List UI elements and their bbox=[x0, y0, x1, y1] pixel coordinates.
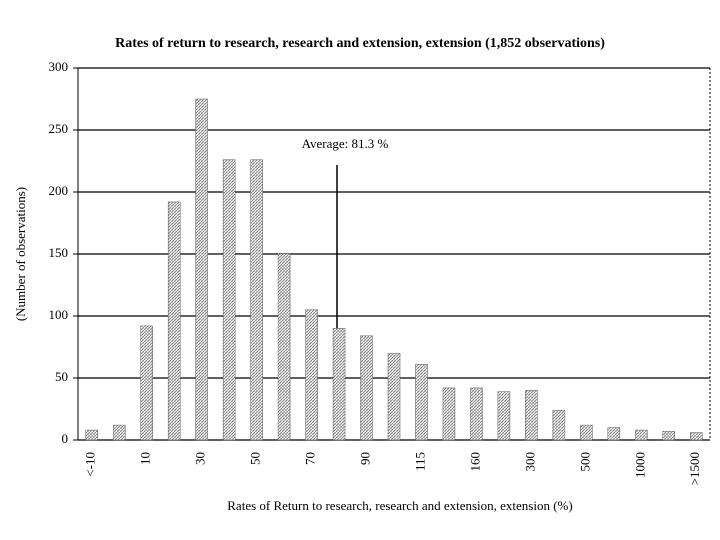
bar bbox=[690, 432, 703, 441]
annotation: Average: 81.3 % bbox=[302, 136, 389, 151]
x-tick-label: 1000 bbox=[632, 452, 647, 478]
x-tick-label: 10 bbox=[138, 452, 153, 465]
x-tick-label: 50 bbox=[248, 452, 263, 465]
chart-title: Rates of return to research, research an… bbox=[115, 36, 605, 51]
x-tick-label: 160 bbox=[467, 452, 482, 472]
bar bbox=[195, 98, 208, 441]
bar bbox=[112, 424, 126, 441]
bar bbox=[525, 390, 538, 441]
y-tick-label: 0 bbox=[62, 431, 69, 446]
x-tick-label: <-10 bbox=[83, 452, 98, 477]
bar bbox=[85, 429, 98, 441]
y-tick-label: 100 bbox=[49, 307, 69, 322]
y-tick-label: 200 bbox=[49, 183, 69, 198]
x-tick-label: 115 bbox=[412, 452, 427, 471]
bar bbox=[305, 309, 318, 441]
bar bbox=[470, 387, 483, 441]
x-tick-label: >1500 bbox=[687, 452, 702, 485]
bar bbox=[332, 328, 346, 441]
x-axis-title: Rates of Return to research, research an… bbox=[227, 498, 572, 513]
x-tick-label: 500 bbox=[577, 452, 592, 472]
x-tick-label: 90 bbox=[358, 452, 373, 465]
y-tick-label: 300 bbox=[49, 59, 69, 74]
bar bbox=[635, 429, 648, 441]
bar bbox=[360, 335, 373, 441]
x-tick-label: 30 bbox=[193, 452, 208, 465]
bar bbox=[167, 201, 181, 441]
bar bbox=[277, 253, 291, 441]
bar bbox=[662, 431, 676, 441]
y-tick-label: 50 bbox=[55, 369, 68, 384]
bar bbox=[250, 159, 263, 441]
x-tick-label: 300 bbox=[522, 452, 537, 472]
x-tick-label: 70 bbox=[303, 452, 318, 465]
bar bbox=[387, 352, 401, 441]
bar bbox=[580, 424, 593, 441]
y-axis-title: (Number of observations) bbox=[13, 187, 28, 321]
bar bbox=[497, 391, 511, 441]
y-tick-label: 150 bbox=[49, 245, 69, 260]
bar bbox=[222, 159, 236, 441]
bar bbox=[415, 364, 428, 441]
y-tick-label: 250 bbox=[49, 121, 69, 136]
bar bbox=[140, 325, 153, 441]
bar bbox=[442, 387, 456, 441]
bar bbox=[607, 427, 621, 441]
bar bbox=[552, 409, 566, 441]
